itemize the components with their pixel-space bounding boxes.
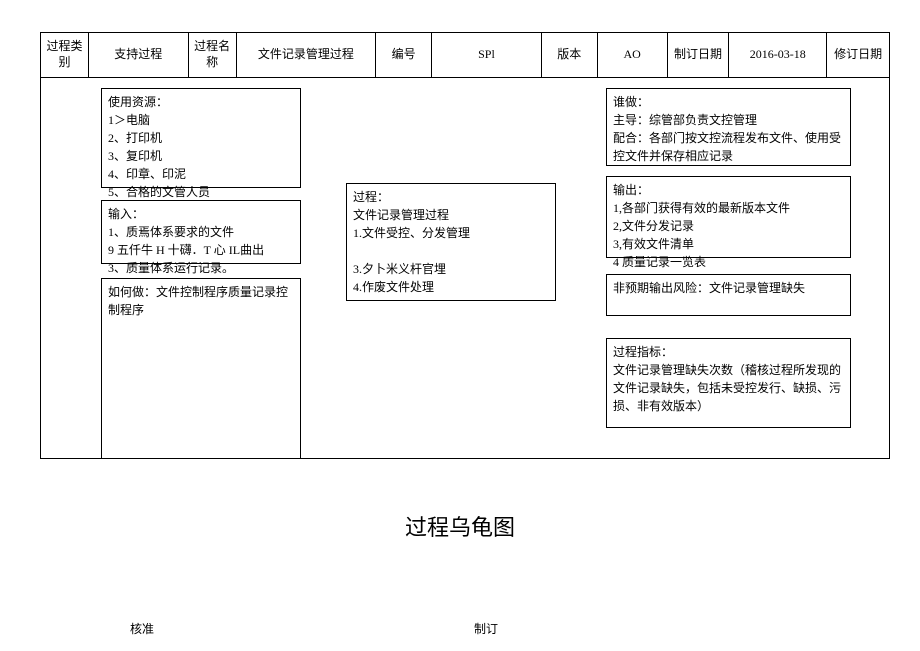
box-input: 输入： 1、质焉体系要求的文件 9 五仟牛 H 十礴．T 心 IL曲出 3、质量…	[101, 200, 301, 264]
footer-make: 制订	[474, 620, 498, 637]
box-process: 过程： 文件记录管理过程 1.文件受控、分发管理 3.夕卜米义杆官埋 4.作废文…	[346, 183, 556, 301]
header-value-date: 2016-03-18	[729, 33, 827, 77]
diagram-body: 使用资源： 1＞电脑 2、打印机 3、复印机 4、印章、印泥 5、合格的文管人员…	[41, 78, 889, 458]
box-output: 输出： 1,各部门获得有效的最新版本文件 2,文件分发记录 3,有效文件清单 4…	[606, 176, 851, 258]
header-label-version: 版本	[542, 33, 598, 77]
header-value-version: AO	[598, 33, 668, 77]
header-value-name: 文件记录管理过程	[237, 33, 377, 77]
header-row: 过程类别 支持过程 过程名称 文件记录管理过程 编号 SPl 版本 AO 制订日…	[41, 33, 889, 78]
box-indicator: 过程指标： 文件记录管理缺失次数（稽核过程所发现的文件记录缺失，包括未受控发行、…	[606, 338, 851, 428]
footer: 核准 制订	[40, 620, 890, 637]
page-title: 过程乌龟图	[0, 510, 920, 542]
header-value-number: SPl	[432, 33, 542, 77]
footer-approve: 核准	[130, 620, 154, 637]
document-outer: 过程类别 支持过程 过程名称 文件记录管理过程 编号 SPl 版本 AO 制订日…	[40, 32, 890, 459]
header-value-category: 支持过程	[89, 33, 189, 77]
box-how: 如何做：文件控制程序质量记录控制程序	[101, 278, 301, 458]
header-label-number: 编号	[376, 33, 432, 77]
box-who: 谁做： 主导：综管部负责文控管理 配合：各部门按文控流程发布文件、使用受控文件并…	[606, 88, 851, 166]
header-label-date: 制订日期	[668, 33, 730, 77]
box-risk: 非预期输出风险：文件记录管理缺失	[606, 274, 851, 316]
box-resources: 使用资源： 1＞电脑 2、打印机 3、复印机 4、印章、印泥 5、合格的文管人员	[101, 88, 301, 188]
header-label-category: 过程类别	[41, 33, 89, 77]
header-label-revdate: 修订日期	[827, 33, 889, 77]
header-label-name: 过程名称	[189, 33, 237, 77]
